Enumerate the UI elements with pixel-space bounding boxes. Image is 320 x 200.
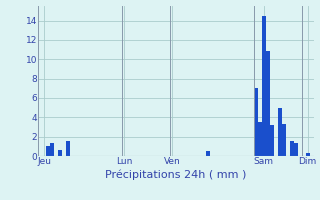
Bar bbox=[306, 153, 309, 156]
Bar bbox=[46, 146, 50, 156]
X-axis label: Précipitations 24h ( mm ): Précipitations 24h ( mm ) bbox=[105, 169, 247, 180]
Bar bbox=[266, 51, 270, 156]
Bar bbox=[262, 16, 266, 156]
Bar bbox=[270, 125, 274, 156]
Bar bbox=[258, 122, 262, 156]
Bar bbox=[206, 151, 210, 156]
Bar bbox=[51, 143, 54, 156]
Bar bbox=[290, 141, 293, 156]
Bar bbox=[282, 124, 285, 156]
Bar bbox=[67, 141, 70, 156]
Bar bbox=[294, 143, 298, 156]
Bar bbox=[59, 150, 62, 156]
Bar bbox=[254, 88, 258, 156]
Bar bbox=[278, 108, 282, 156]
